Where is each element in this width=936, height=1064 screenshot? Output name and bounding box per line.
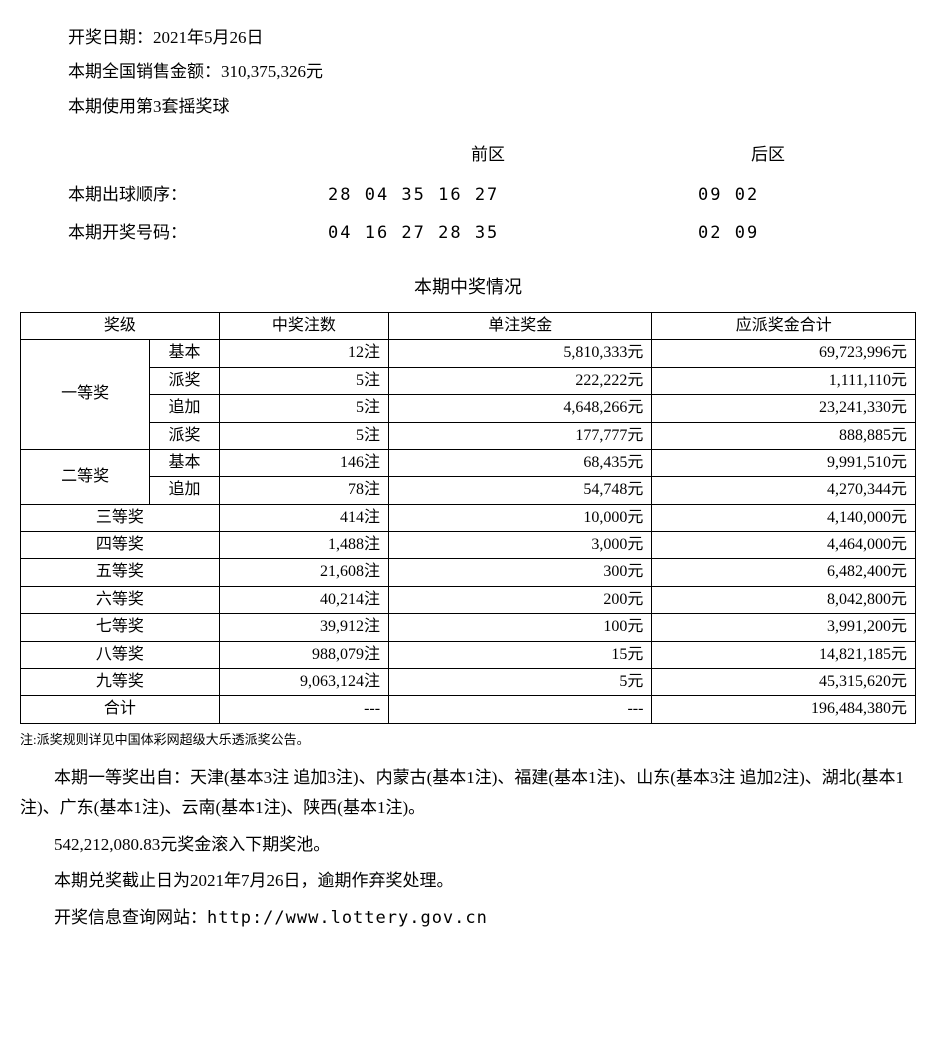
prize-table: 奖级 中奖注数 单注奖金 应派奖金合计 一等奖 基本 12注 5,810,333… <box>20 312 916 724</box>
table-row: 一等奖 基本 12注 5,810,333元 69,723,996元 <box>21 340 916 367</box>
header-level: 奖级 <box>21 312 220 339</box>
table-row: 七等奖 39,912注 100元 3,991,200元 <box>21 614 916 641</box>
rollover-paragraph: 542,212,080.83元奖金滚入下期奖池。 <box>20 830 916 861</box>
table-row: 派奖 5注 177,777元 888,885元 <box>21 422 916 449</box>
winning-back: 02 09 <box>658 217 878 249</box>
table-row: 九等奖 9,063,124注 5元 45,315,620元 <box>21 669 916 696</box>
table-row: 五等奖 21,608注 300元 6,482,400元 <box>21 559 916 586</box>
back-zone-header: 后区 <box>658 139 878 171</box>
table-row: 派奖 5注 222,222元 1,111,110元 <box>21 367 916 394</box>
table-row: 四等奖 1,488注 3,000元 4,464,000元 <box>21 532 916 559</box>
cell-count: 12注 <box>219 340 388 367</box>
draw-order-label: 本期出球顺序： <box>68 179 318 211</box>
table-header-row: 奖级 中奖注数 单注奖金 应派奖金合计 <box>21 312 916 339</box>
sales-label: 本期全国销售金额： <box>68 62 221 81</box>
draw-order-front: 28 04 35 16 27 <box>318 179 658 211</box>
table-row: 追加 78注 54,748元 4,270,344元 <box>21 477 916 504</box>
table-row: 二等奖 基本 146注 68,435元 9,991,510元 <box>21 449 916 476</box>
first-prize-name: 一等奖 <box>21 340 150 450</box>
header-per: 单注奖金 <box>389 312 652 339</box>
url-value: http://www.lottery.gov.cn <box>207 908 488 928</box>
sales-value: 310,375,326元 <box>221 62 323 81</box>
deadline-paragraph: 本期兑奖截止日为2021年7月26日，逾期作弃奖处理。 <box>20 866 916 897</box>
draw-order-back: 09 02 <box>658 179 878 211</box>
winners-paragraph: 本期一等奖出自：天津(基本3注 追加3注)、内蒙古(基本1注)、福建(基本1注)… <box>20 763 916 824</box>
winning-label: 本期开奖号码： <box>68 217 318 249</box>
table-title: 本期中奖情况 <box>20 270 916 304</box>
cell-total: 69,723,996元 <box>652 340 916 367</box>
draw-date-label: 开奖日期： <box>68 28 153 47</box>
url-label: 开奖信息查询网站： <box>54 908 207 927</box>
draw-date-value: 2021年5月26日 <box>153 28 264 47</box>
table-row: 追加 5注 4,648,266元 23,241,330元 <box>21 395 916 422</box>
cell-subtype: 基本 <box>150 340 220 367</box>
table-row: 三等奖 414注 10,000元 4,140,000元 <box>21 504 916 531</box>
numbers-section: 前区 后区 本期出球顺序： 28 04 35 16 27 09 02 本期开奖号… <box>20 139 916 250</box>
second-prize-name: 二等奖 <box>21 449 150 504</box>
cell-per: 5,810,333元 <box>389 340 652 367</box>
table-row: 八等奖 988,079注 15元 14,821,185元 <box>21 641 916 668</box>
header-count: 中奖注数 <box>219 312 388 339</box>
winning-front: 04 16 27 28 35 <box>318 217 658 249</box>
table-total-row: 合计 --- --- 196,484,380元 <box>21 696 916 723</box>
header-total: 应派奖金合计 <box>652 312 916 339</box>
front-zone-header: 前区 <box>318 139 658 171</box>
draw-date: 开奖日期：2021年5月26日 <box>68 22 896 54</box>
sales-line: 本期全国销售金额：310,375,326元 <box>68 56 896 88</box>
footnote: 注:派奖规则详见中国体彩网超级大乐透派奖公告。 <box>20 728 916 753</box>
ballset-line: 本期使用第3套摇奖球 <box>68 91 896 123</box>
table-row: 六等奖 40,214注 200元 8,042,800元 <box>21 586 916 613</box>
url-paragraph: 开奖信息查询网站：http://www.lottery.gov.cn <box>20 903 916 934</box>
